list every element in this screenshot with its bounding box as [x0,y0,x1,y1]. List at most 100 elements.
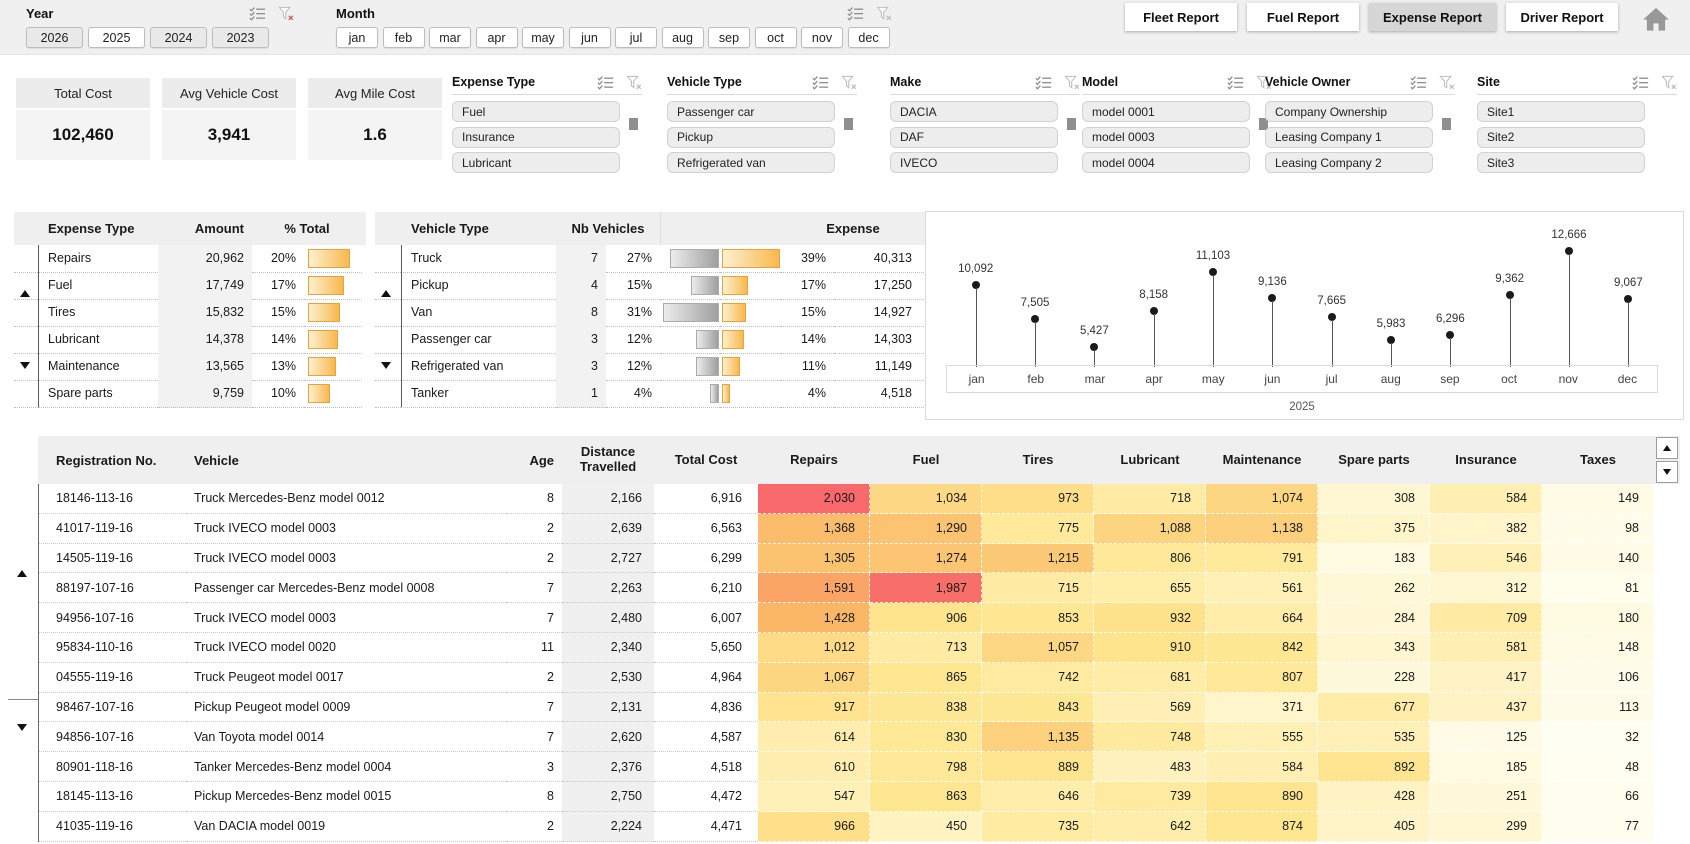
month-button[interactable]: jun [568,27,611,48]
multiselect-icon[interactable] [1035,75,1052,90]
multiselect-icon[interactable] [812,75,829,90]
month-button[interactable]: dec [847,27,890,48]
scroll-down-icon[interactable] [20,361,30,369]
scrollbar-thumb[interactable] [844,118,853,130]
slicer-title: Make [890,75,922,89]
month-button[interactable]: nov [801,27,843,48]
scroll-up-icon[interactable] [17,569,27,577]
slicer-scrollbar[interactable] [627,102,640,164]
lubricant-cell: 718 [1094,484,1206,514]
year-button[interactable]: 2023 [212,27,269,48]
year-button[interactable]: 2024 [150,27,207,48]
clear-filter-icon[interactable] [626,75,642,90]
multiselect-icon[interactable] [1632,75,1649,90]
year-clear-filter-icon[interactable] [278,6,294,21]
multiselect-icon[interactable] [597,75,614,90]
vehicle-cell: Truck Mercedes-Benz model 0012 [186,484,506,514]
spare-parts-cell: 262 [1318,573,1430,604]
pct-cell: 20% [252,245,304,273]
slicer-item[interactable]: DAF [890,126,1058,148]
scrollbar-thumb[interactable] [629,118,638,130]
report-tab[interactable]: Driver Report [1506,3,1618,31]
report-tab[interactable]: Expense Report [1369,3,1496,31]
month-button[interactable]: mar [429,27,471,48]
slicer-item[interactable]: model 0003 [1082,126,1250,148]
month-button[interactable]: oct [754,27,797,48]
table-vertical-scrollbar[interactable] [8,484,39,842]
vehicle-table-scrollbar[interactable] [375,245,402,407]
slicer-item[interactable]: Insurance [452,126,620,148]
clear-filter-icon[interactable] [1661,75,1677,90]
slicer-scrollbar[interactable] [842,102,855,164]
slicer-scrollbar[interactable] [1440,102,1453,164]
scroll-up-icon[interactable] [20,290,30,298]
year-button[interactable]: 2026 [26,27,83,48]
nb-pct-cell: 15% [606,272,660,300]
col-header-registration: Registration No. [38,436,186,484]
age-cell: 7 [506,693,562,723]
year-button[interactable]: 2025 [88,27,145,48]
col-header-repairs: Repairs [758,436,870,484]
vehicle-cell: Pickup Mercedes-Benz model 0015 [186,782,506,812]
tires-cell: 742 [982,662,1094,693]
expense-table-row: Fuel 17,749 17% [14,271,366,300]
month-button[interactable]: apr [475,27,518,48]
slicer-item[interactable]: Site3 [1477,152,1645,173]
report-tab[interactable]: Fleet Report [1125,3,1238,31]
scrollbar-thumb[interactable] [1259,118,1268,130]
clear-filter-icon[interactable] [1256,75,1272,90]
multiselect-icon[interactable] [1227,75,1244,90]
total-cost-cell: 4,518 [654,752,758,782]
clear-filter-icon[interactable] [841,75,857,90]
month-clear-filter-icon[interactable] [876,6,892,21]
slicer-item[interactable]: Site1 [1477,101,1645,122]
year-multiselect-icon[interactable] [249,6,266,21]
slicer-scrollbar[interactable] [1257,102,1270,164]
slicer-item[interactable]: Pickup [667,126,835,148]
scrollbar-thumb[interactable] [1067,118,1076,130]
slicer-item[interactable]: Leasing Company 1 [1265,126,1433,148]
repairs-cell: 547 [758,781,870,812]
slicer-item[interactable]: Fuel [452,101,620,122]
spare-parts-cell: 405 [1318,811,1430,842]
slicer-item[interactable]: Leasing Company 2 [1265,152,1433,173]
age-cell: 11 [506,633,562,663]
slicer-item[interactable]: Refrigerated van [667,152,835,173]
scroll-down-icon[interactable] [381,361,391,369]
taxes-cell: 48 [1542,752,1654,782]
month-button[interactable]: feb [382,27,425,48]
slicer-item[interactable]: IVECO [890,152,1058,173]
chart-plot-area: 10,092 7,505 5,427 8,158 [946,212,1658,367]
registration-cell: 14505-119-16 [38,544,186,574]
multiselect-icon[interactable] [1410,75,1427,90]
slicer-scrollbar[interactable] [1065,102,1078,164]
scroll-up-button[interactable] [1656,437,1678,459]
month-button[interactable]: may [522,27,564,48]
col-header-taxes: Taxes [1542,436,1654,484]
month-multiselect-icon[interactable] [847,6,864,21]
total-cost-cell: 6,299 [654,544,758,574]
scroll-down-icon[interactable] [17,723,27,731]
slicer-item[interactable]: Passenger car [667,101,835,122]
scrollbar-thumb[interactable] [1442,118,1451,130]
month-button[interactable]: sep [708,27,750,48]
month-button[interactable]: aug [661,27,704,48]
slicer-item[interactable]: DACIA [890,101,1058,122]
data-point [1624,294,1633,303]
scroll-up-icon[interactable] [381,290,391,298]
slicer-item[interactable]: model 0004 [1082,152,1250,173]
report-tab[interactable]: Fuel Report [1247,3,1360,31]
clear-filter-icon[interactable] [1064,75,1080,90]
month-button[interactable]: jan [336,27,378,48]
registration-cell: 04555-119-16 [38,663,186,693]
year-filter-label: Year [26,5,54,21]
clear-filter-icon[interactable] [1439,75,1455,90]
expense-table-scrollbar[interactable] [14,245,39,407]
slicer-item[interactable]: model 0001 [1082,101,1250,122]
slicer-item[interactable]: Lubricant [452,152,620,173]
slicer-item[interactable]: Company Ownership [1265,101,1433,122]
slicer-item[interactable]: Site2 [1477,126,1645,148]
home-icon[interactable] [1642,6,1670,32]
scroll-down-button[interactable] [1656,461,1678,483]
month-button[interactable]: jul [615,27,657,48]
